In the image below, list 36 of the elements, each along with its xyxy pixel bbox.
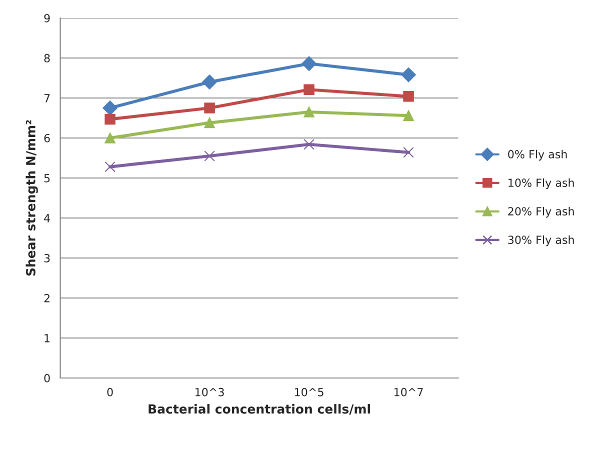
point: [304, 139, 314, 150]
y-tick-label: 3: [44, 254, 50, 262]
point: [304, 106, 314, 118]
point: [304, 84, 314, 95]
y-tick-label: 0: [44, 374, 50, 382]
y-tick-label: 8: [44, 54, 50, 62]
x-tick-label: 10^5: [295, 388, 324, 396]
point: [204, 117, 215, 128]
point: [403, 110, 414, 121]
point: [302, 56, 316, 71]
point: [202, 74, 217, 90]
y-tick-label: 1: [44, 334, 50, 342]
point: [403, 147, 414, 158]
y-tick-label: 6: [44, 134, 50, 142]
legend-label: 20% Fly ash: [508, 206, 574, 218]
point: [104, 132, 116, 144]
point: [401, 67, 416, 82]
y-tick-label: 5: [44, 174, 50, 182]
x-tick-label: 10^3: [196, 388, 224, 396]
point: [204, 102, 215, 114]
point: [403, 91, 414, 102]
point: [104, 114, 116, 125]
legend-label: 10% Fly ash: [508, 178, 574, 190]
y-tick-label: 9: [44, 14, 50, 22]
point: [104, 161, 116, 172]
point: [102, 100, 118, 116]
y-tick-label: 7: [44, 94, 50, 102]
x-axis-title: Bacterial concentration cells/ml: [148, 404, 370, 415]
x-tick-label: 0: [107, 388, 113, 396]
legend-label: 30% Fly ash: [508, 235, 574, 246]
point: [204, 150, 215, 162]
y-tick-label: 4: [44, 214, 50, 222]
y-tick-label: 2: [44, 294, 50, 302]
legend-label: 0% Fly ash: [508, 150, 567, 161]
y-axis-title: Shear strength N/mm²: [26, 120, 38, 276]
x-tick-label: 10^7: [394, 388, 423, 396]
